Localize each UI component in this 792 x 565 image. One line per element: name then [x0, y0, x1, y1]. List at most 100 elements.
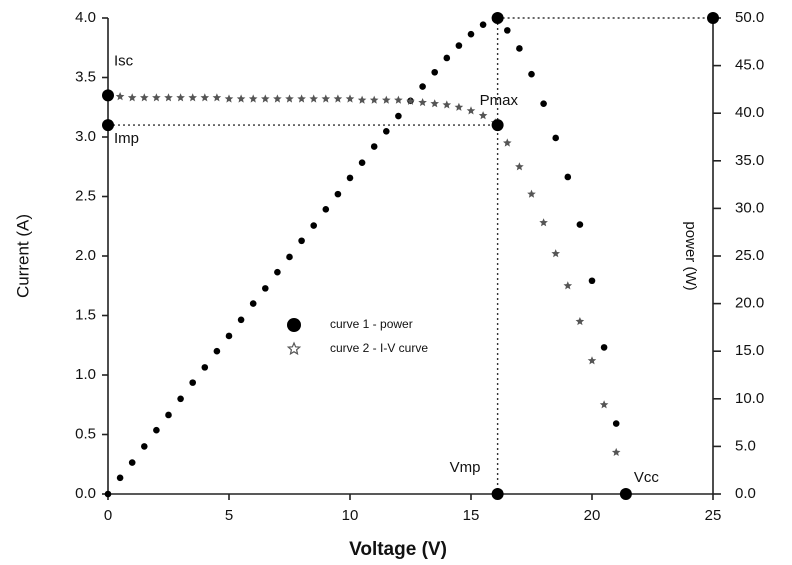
power-point — [552, 134, 559, 142]
iv-point — [430, 99, 439, 108]
power-point — [455, 42, 463, 49]
power-point — [322, 206, 330, 213]
x-tick-label: 5 — [225, 507, 233, 524]
y2-tick-label: 50.0 — [735, 9, 764, 26]
key-point — [102, 119, 114, 132]
y2-tick-label: 10.0 — [735, 390, 764, 407]
y-tick-label: 3.0 — [75, 128, 96, 145]
power-point — [346, 174, 354, 182]
key-point-label: Vcc — [634, 469, 660, 486]
iv-point — [575, 317, 585, 326]
y2-tick-label: 0.0 — [735, 485, 756, 502]
power-point — [516, 45, 523, 52]
power-point — [395, 112, 402, 120]
legend-label: curve 1 - power — [330, 317, 413, 331]
power-point — [141, 443, 148, 450]
y-axis-title: Current (A) — [13, 214, 32, 298]
legend-label: curve 2 - I-V curve — [330, 341, 428, 355]
iv-point — [164, 93, 173, 102]
y2-tick-label: 5.0 — [735, 437, 756, 454]
legend-marker — [286, 341, 302, 356]
y-tick-label: 2.0 — [75, 247, 96, 264]
power-point — [274, 268, 281, 276]
iv-point — [127, 93, 137, 102]
power-point — [419, 83, 426, 90]
iv-point — [248, 94, 258, 103]
power-point — [298, 237, 305, 245]
key-point — [619, 488, 632, 500]
key-point — [491, 488, 504, 500]
y-tick-label: 3.5 — [75, 68, 96, 85]
iv-point — [273, 94, 282, 103]
legend-marker — [287, 318, 301, 332]
iv-point — [333, 94, 343, 103]
iv-point — [454, 102, 464, 111]
iv-point — [394, 95, 403, 104]
power-point — [310, 222, 318, 229]
x-tick-label: 20 — [584, 507, 601, 524]
y-tick-label: 0.0 — [75, 485, 96, 502]
power-point — [249, 300, 257, 307]
power-point — [443, 54, 451, 62]
iv-point — [188, 93, 197, 102]
iv-point — [527, 189, 536, 198]
iv-point — [285, 94, 294, 103]
iv-point — [418, 98, 427, 107]
y2-tick-label: 35.0 — [735, 152, 764, 169]
x-axis-title: Voltage (V) — [349, 539, 447, 560]
key-point — [491, 119, 504, 132]
iv-point — [515, 162, 524, 171]
power-point — [237, 316, 245, 324]
iv-point — [176, 93, 185, 102]
x-tick-label: 25 — [705, 507, 722, 524]
y-tick-label: 1.5 — [75, 306, 96, 323]
iv-point — [503, 138, 512, 147]
iv-point — [587, 356, 597, 365]
power-point — [528, 70, 535, 78]
y2-tick-label: 15.0 — [735, 342, 764, 359]
iv-point — [261, 94, 270, 103]
iv-point — [357, 95, 367, 104]
power-point — [370, 143, 378, 150]
power-point — [588, 277, 596, 285]
y2-tick-label: 40.0 — [735, 104, 764, 121]
power-point — [479, 21, 487, 28]
iv-point — [200, 93, 210, 102]
key-point — [102, 89, 114, 102]
power-point — [165, 411, 172, 419]
power-point — [213, 347, 221, 355]
y-tick-label: 0.5 — [75, 425, 96, 442]
power-point — [467, 30, 475, 38]
iv-point — [236, 94, 246, 103]
power-point — [600, 344, 608, 351]
iv-point — [442, 100, 452, 109]
x-tick-label: 0 — [104, 507, 112, 524]
iv-point — [539, 218, 548, 227]
key-point — [491, 12, 504, 24]
iv-point — [224, 94, 234, 103]
iv-point — [599, 400, 609, 409]
y2-tick-label: 25.0 — [735, 247, 764, 264]
key-point-label: Isc — [114, 52, 134, 69]
power-point — [431, 68, 439, 76]
iv-point — [297, 94, 306, 103]
y-tick-label: 2.5 — [75, 187, 96, 204]
power-point — [504, 27, 511, 34]
power-point — [540, 100, 547, 107]
power-point — [564, 173, 572, 181]
iv-point — [212, 93, 222, 102]
power-point — [104, 490, 112, 498]
power-point — [383, 127, 390, 135]
iv-point — [152, 93, 161, 102]
power-point — [612, 420, 620, 427]
iv-point — [369, 95, 379, 104]
iv-point — [140, 93, 149, 102]
iv-point — [321, 94, 331, 103]
y2-axis-title: power (W) — [682, 221, 699, 290]
power-point — [153, 426, 160, 434]
x-tick-label: 10 — [342, 507, 359, 524]
power-point — [177, 395, 184, 403]
iv-point — [345, 94, 355, 103]
x-tick-label: 15 — [463, 507, 480, 524]
